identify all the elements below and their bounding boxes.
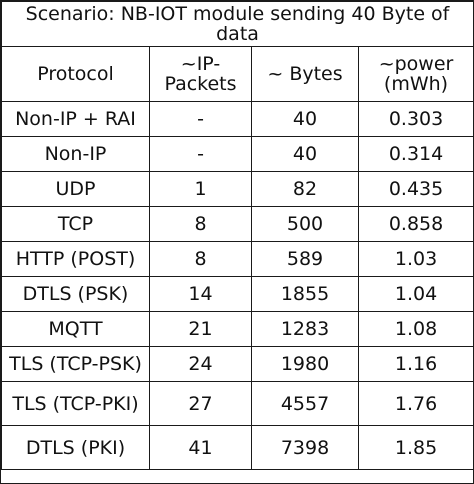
header-row: Protocol ~IP- Packets ~ Bytes ~power (mW… [1,46,474,102]
cell-protocol: TLS (TCP-PKI) [1,381,150,426]
column-header-packets: ~IP- Packets [149,46,252,102]
table-row: Non-IP - 40 0.314 [1,136,474,172]
cell-bytes: 4557 [251,381,359,426]
cell-power: 0.858 [357,206,474,242]
cell-bytes: 589 [251,241,359,277]
cell-packets: 21 [149,311,252,347]
table-row: TCP 8 500 0.858 [1,206,474,242]
column-header-packets-line2: Packets [164,73,237,95]
table-title: Scenario: NB-IOT module sending 40 Byte … [0,1,474,47]
cell-protocol: Non-IP [1,136,150,172]
cell-bytes: 500 [251,206,359,242]
table-row: HTTP (POST) 8 589 1.03 [1,241,474,277]
cell-packets: 24 [149,346,252,382]
column-header-packets-line1: ~IP- [180,53,221,75]
column-header-bytes: ~ Bytes [251,46,359,102]
cell-power: 1.03 [357,241,474,277]
cell-bytes: 40 [251,136,359,172]
cell-power: 1.85 [357,425,474,470]
cell-power: 1.04 [357,276,474,312]
cell-protocol: DTLS (PSK) [1,276,150,312]
cell-power: 0.303 [357,101,474,137]
table-row: TLS (TCP-PKI) 27 4557 1.76 [1,381,474,426]
comparison-table: Scenario: NB-IOT module sending 40 Byte … [0,1,474,470]
table-row: DTLS (PSK) 14 1855 1.04 [1,276,474,312]
cell-packets: 41 [149,425,252,470]
table-row: UDP 1 82 0.435 [1,171,474,207]
table-row: DTLS (PKI) 41 7398 1.85 [1,425,474,470]
table-row: Non-IP + RAI - 40 0.303 [1,101,474,137]
column-header-power: ~power (mWh) [357,46,474,102]
cell-protocol: Non-IP + RAI [1,101,150,137]
cell-bytes: 82 [251,171,359,207]
cell-packets: 1 [149,171,252,207]
cell-power: 0.435 [357,171,474,207]
cell-protocol: TCP [1,206,150,242]
cell-protocol: DTLS (PKI) [1,425,150,470]
cell-packets: 8 [149,241,252,277]
cell-bytes: 1283 [251,311,359,347]
cell-packets: - [149,101,252,137]
column-header-power-line1: ~power [378,53,454,75]
column-header-power-line2: (mWh) [383,73,449,95]
cell-bytes: 40 [251,101,359,137]
cell-packets: 27 [149,381,252,426]
cell-protocol: HTTP (POST) [1,241,150,277]
cell-bytes: 1855 [251,276,359,312]
column-header-protocol: Protocol [1,46,150,102]
cell-packets: 14 [149,276,252,312]
cell-power: 1.76 [357,381,474,426]
table-row: TLS (TCP-PSK) 24 1980 1.16 [1,346,474,382]
cell-protocol: UDP [1,171,150,207]
cell-packets: 8 [149,206,252,242]
cell-bytes: 1980 [251,346,359,382]
column-header-bytes-text: ~ Bytes [267,63,343,85]
table-row: MQTT 21 1283 1.08 [1,311,474,347]
cell-power: 0.314 [357,136,474,172]
column-header-protocol-text: Protocol [37,63,114,85]
cell-bytes: 7398 [251,425,359,470]
cell-packets: - [149,136,252,172]
cell-power: 1.08 [357,311,474,347]
cell-protocol: MQTT [1,311,150,347]
cell-power: 1.16 [357,346,474,382]
cell-protocol: TLS (TCP-PSK) [1,346,150,382]
